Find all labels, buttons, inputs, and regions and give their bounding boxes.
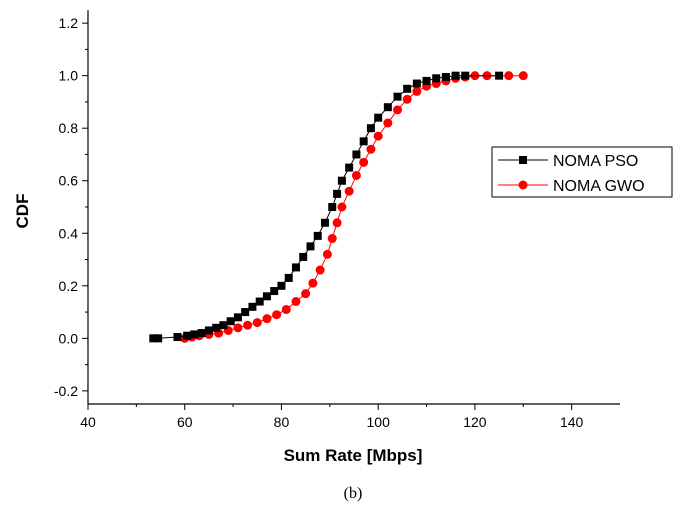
x-tick-label: 100 bbox=[367, 414, 391, 430]
data-point bbox=[315, 265, 325, 275]
data-point bbox=[351, 170, 361, 180]
data-point bbox=[173, 333, 182, 342]
data-point bbox=[183, 331, 192, 340]
y-tick-label: 0.2 bbox=[59, 278, 79, 294]
data-point bbox=[154, 334, 163, 343]
data-point bbox=[255, 297, 264, 306]
x-axis-title: Sum Rate [Mbps] bbox=[284, 446, 423, 465]
y-tick-label: -0.2 bbox=[54, 383, 78, 399]
data-point bbox=[308, 278, 318, 288]
x-tick-label: 40 bbox=[80, 414, 96, 430]
data-point bbox=[219, 321, 228, 330]
legend-item: NOMA GWO bbox=[498, 178, 645, 195]
data-point bbox=[383, 118, 393, 128]
data-point bbox=[451, 71, 460, 80]
data-point bbox=[248, 302, 257, 311]
plot-area-series bbox=[149, 71, 528, 343]
data-point bbox=[393, 92, 402, 101]
data-point bbox=[412, 86, 422, 96]
data-point bbox=[359, 157, 369, 167]
data-point bbox=[277, 281, 286, 290]
data-point bbox=[327, 234, 337, 244]
data-point bbox=[291, 263, 300, 272]
data-point bbox=[204, 326, 213, 335]
y-tick-label: 0.0 bbox=[59, 330, 79, 346]
data-point bbox=[197, 329, 206, 338]
data-point bbox=[352, 150, 361, 159]
data-point bbox=[233, 313, 242, 322]
data-point bbox=[344, 186, 354, 196]
data-point bbox=[366, 124, 375, 133]
y-tick-label: 0.4 bbox=[59, 225, 79, 241]
y-tick-label: 0.8 bbox=[59, 120, 79, 136]
data-point bbox=[333, 189, 342, 198]
data-point bbox=[504, 71, 514, 81]
data-point bbox=[373, 131, 383, 141]
data-point bbox=[320, 218, 329, 227]
data-point bbox=[337, 176, 346, 185]
series-line bbox=[184, 75, 524, 339]
data-point bbox=[190, 330, 199, 339]
data-point bbox=[393, 105, 403, 115]
legend-label: NOMA PSO bbox=[553, 153, 638, 170]
data-point bbox=[422, 76, 431, 85]
data-point bbox=[332, 218, 342, 228]
x-tick-label: 120 bbox=[463, 414, 487, 430]
data-point bbox=[243, 320, 253, 330]
series-noma-gwo bbox=[180, 71, 528, 343]
data-point bbox=[301, 289, 311, 299]
data-point bbox=[252, 318, 262, 328]
data-point bbox=[345, 163, 354, 172]
y-tick-label: 1.0 bbox=[59, 68, 79, 84]
data-point bbox=[299, 252, 308, 261]
data-point bbox=[241, 308, 250, 317]
figure-caption: (b) bbox=[344, 485, 363, 502]
data-point bbox=[402, 94, 412, 104]
data-point bbox=[272, 310, 282, 320]
data-point bbox=[149, 334, 158, 343]
axis-ticks: 40 60 80 100 120 140 -0.2 0.0 0.2 0.4 0.6 0.8 1.0 1.2 bbox=[54, 15, 584, 430]
data-point bbox=[441, 72, 450, 81]
series-noma-pso bbox=[149, 71, 504, 343]
data-point bbox=[495, 71, 504, 80]
data-point bbox=[262, 292, 271, 301]
data-point bbox=[337, 202, 347, 212]
y-axis-title: CDF bbox=[13, 194, 32, 229]
data-point bbox=[270, 287, 279, 296]
x-tick-label: 140 bbox=[560, 414, 584, 430]
series-line bbox=[153, 75, 500, 339]
data-point bbox=[322, 249, 332, 259]
data-point bbox=[226, 317, 235, 326]
x-tick-label: 60 bbox=[177, 414, 193, 430]
data-point bbox=[359, 137, 368, 146]
legend-item: NOMA PSO bbox=[498, 153, 638, 170]
data-point bbox=[366, 144, 376, 154]
x-tick-label: 80 bbox=[274, 414, 290, 430]
legend-items: NOMA PSO NOMA GWO bbox=[498, 153, 645, 195]
axes bbox=[87, 10, 620, 405]
data-point bbox=[281, 304, 291, 314]
data-point bbox=[284, 273, 293, 282]
legend-marker bbox=[518, 180, 528, 190]
y-tick-label: 1.2 bbox=[59, 15, 79, 31]
data-point bbox=[374, 113, 383, 122]
data-point bbox=[306, 242, 315, 251]
data-point bbox=[313, 231, 322, 240]
legend-label: NOMA GWO bbox=[553, 178, 645, 195]
data-point bbox=[432, 74, 441, 83]
data-point bbox=[233, 323, 243, 333]
data-point bbox=[212, 323, 221, 332]
data-point bbox=[383, 103, 392, 112]
data-point bbox=[262, 314, 272, 324]
y-tick-label: 0.6 bbox=[59, 173, 79, 189]
data-point bbox=[518, 71, 528, 81]
legend: NOMA PSO NOMA GWO bbox=[491, 146, 673, 198]
data-point bbox=[328, 203, 337, 211]
legend-marker bbox=[519, 156, 527, 164]
data-point bbox=[412, 79, 421, 88]
data-point bbox=[403, 84, 412, 93]
data-point bbox=[291, 297, 301, 307]
data-point bbox=[461, 71, 470, 80]
